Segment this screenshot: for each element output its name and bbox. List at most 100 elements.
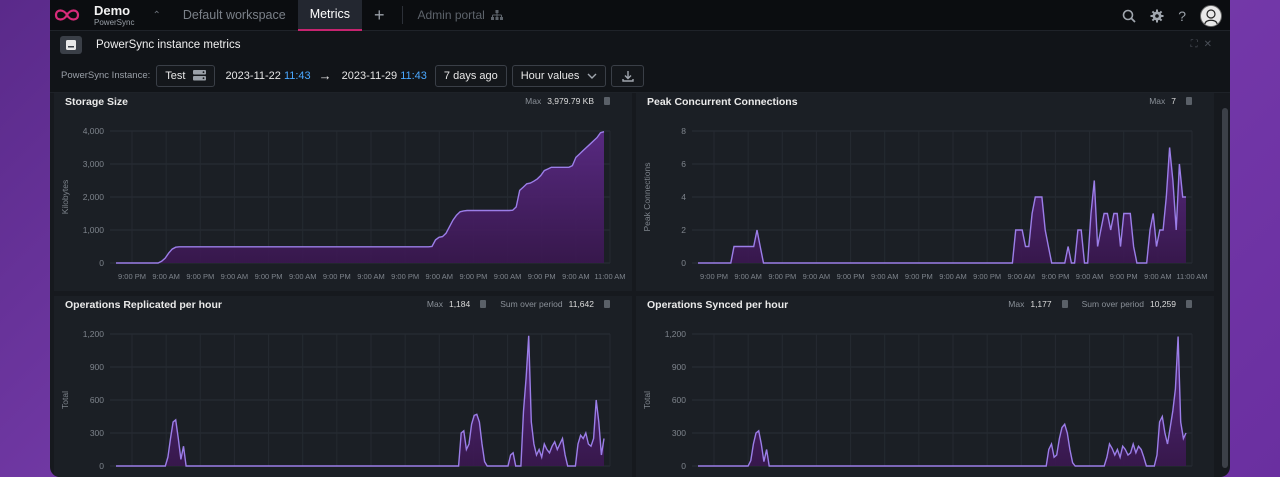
admin-portal-label: Admin portal — [417, 8, 485, 22]
x-tick-label: 9:00 AM — [871, 475, 899, 477]
copy-icon[interactable] — [480, 300, 487, 308]
chart-title: Operations Synced per hour — [647, 299, 789, 311]
x-tick-label: 9:00 PM — [1110, 475, 1138, 477]
copy-icon[interactable] — [604, 300, 610, 308]
close-icon[interactable]: ✕ — [1203, 39, 1218, 50]
x-tick-label: 9:00 PM — [905, 272, 933, 281]
y-tick-label: 1,200 — [665, 329, 687, 339]
x-tick-label: 9:00 AM — [1144, 475, 1172, 477]
y-tick-label: 900 — [672, 362, 686, 372]
stat-label: Max — [525, 96, 542, 106]
x-tick-label: 9:00 AM — [803, 272, 831, 281]
stat-value: 1,184 — [448, 299, 471, 309]
y-tick-label: 2 — [681, 225, 686, 235]
avatar[interactable] — [1200, 4, 1222, 27]
x-tick-label: 9:00 PM — [837, 475, 865, 477]
x-tick-label: 9:00 PM — [391, 475, 419, 477]
x-tick-label: 9:00 PM — [700, 272, 728, 281]
help-icon[interactable]: ? — [1178, 7, 1186, 24]
y-tick-label: 900 — [90, 362, 104, 372]
stat-value: 7 — [1171, 96, 1176, 106]
peak-connections-card: Peak Concurrent Connections Max 7 8 6 4 2 0 9:00… — [636, 93, 1214, 291]
copy-icon[interactable] — [1186, 97, 1192, 105]
x-tick-label: 9:00 AM — [1076, 475, 1104, 477]
series-area — [116, 131, 604, 263]
org-subtitle: PowerSync — [94, 17, 135, 27]
x-tick-label: 9:00 AM — [289, 475, 317, 477]
x-tick-label: 9:00 PM — [323, 475, 351, 477]
x-tick-label: 9:00 PM — [973, 272, 1001, 281]
copy-icon[interactable] — [604, 97, 610, 105]
x-tick-label: 9:00 PM — [186, 475, 214, 477]
copy-icon[interactable] — [1186, 300, 1192, 308]
y-tick-label: 600 — [672, 395, 686, 405]
x-tick-label: 9:00 PM — [1041, 475, 1069, 477]
series-area — [116, 335, 604, 466]
series-area — [698, 147, 1186, 263]
hierarchy-icon — [490, 10, 503, 20]
x-tick-label: 9:00 AM — [426, 475, 454, 477]
operations-synced-card: Operations Synced per hour Max 1,177 Sum ov… — [636, 296, 1214, 477]
download-button[interactable] — [611, 64, 645, 87]
x-tick-label: 9:00 PM — [118, 475, 146, 477]
stat-label: Sum over period — [1081, 299, 1144, 309]
org-switcher[interactable]: Demo PowerSync — [94, 4, 134, 27]
admin-portal-link[interactable]: Admin portal — [409, 8, 510, 22]
granularity-select[interactable]: Hour values — [511, 64, 607, 87]
chart-stats: Max 1,184 Sum over period 11,642 — [427, 299, 618, 309]
stat-value: 1,177 — [1030, 299, 1052, 309]
panel-controls: ⛶✕ — [1191, 39, 1218, 50]
range-button[interactable]: 7 days ago — [434, 64, 507, 87]
stat-value: 3,979.79 KB — [547, 96, 594, 106]
x-tick-label: 9:00 AM — [357, 475, 385, 477]
stat-label: Max — [426, 299, 443, 309]
x-tick-label: 9:00 AM — [1144, 272, 1172, 281]
stat-label: Max — [1008, 299, 1025, 309]
panel-title: PowerSync instance metrics — [96, 39, 241, 51]
app-window: Demo PowerSync ⌃ Default workspace Metri… — [50, 0, 1230, 477]
chevron-updown-icon[interactable]: ⌃ — [152, 9, 161, 21]
start-datetime[interactable]: 2023-11-22 11:43 — [225, 70, 310, 82]
charts-grid: Storage Size Max 3,979.79 KB 4,000 3,000 2,00… — [54, 93, 1218, 477]
x-tick-label: 9:00 AM — [426, 272, 454, 281]
y-tick-label: 0 — [681, 461, 686, 471]
search-icon[interactable] — [1122, 9, 1136, 23]
tab-default-workspace[interactable]: Default workspace — [182, 8, 286, 22]
x-tick-label: 11:00 AM — [594, 475, 625, 477]
chart-stats: Max 3,979.79 KB — [525, 96, 618, 106]
x-tick-label: 9:00 AM — [939, 475, 967, 477]
x-tick-label: 9:00 AM — [562, 272, 590, 281]
instance-select[interactable]: Test — [156, 64, 216, 87]
x-tick-label: 9:00 PM — [459, 272, 487, 281]
copy-icon[interactable] — [1061, 300, 1068, 308]
x-tick-label: 9:00 PM — [323, 272, 351, 281]
chart-svg: 8 6 4 2 0 9:00 PM 9:00 AM 9:00 PM 9:00 AM 9:00 PM… — [642, 126, 1208, 281]
tab-metrics[interactable]: Metrics — [297, 0, 362, 31]
chart-title: Operations Replicated per hour — [65, 299, 222, 311]
x-tick-label: 9:00 AM — [221, 475, 249, 477]
gear-icon[interactable] — [1150, 9, 1164, 23]
end-datetime[interactable]: 2023-11-29 11:43 — [342, 70, 427, 82]
x-tick-label: 9:00 PM — [1041, 272, 1069, 281]
add-tab-button[interactable]: + — [373, 4, 385, 25]
x-tick-label: 9:00 AM — [494, 272, 522, 281]
panel-header: PowerSync instance metrics ⛶✕ — [50, 31, 1230, 59]
x-tick-label: 9:00 AM — [562, 475, 590, 477]
x-tick-label: 9:00 PM — [700, 475, 728, 477]
x-tick-label: 9:00 PM — [118, 272, 146, 281]
expand-icon[interactable]: ⛶ — [1190, 39, 1204, 50]
x-tick-label: 9:00 PM — [973, 475, 1001, 477]
top-navigation: Demo PowerSync ⌃ Default workspace Metri… — [50, 0, 1230, 31]
x-tick-label: 9:00 PM — [837, 272, 865, 281]
x-tick-label: 9:00 PM — [459, 475, 487, 477]
x-tick-label: 9:00 PM — [768, 272, 796, 281]
x-tick-label: 9:00 AM — [734, 475, 762, 477]
vertical-scrollbar[interactable] — [1222, 108, 1228, 468]
y-tick-label: 0 — [99, 258, 104, 268]
powersync-logo-icon[interactable] — [52, 0, 82, 31]
stat-label: Sum over period — [500, 299, 563, 309]
y-tick-label: 0 — [681, 258, 686, 268]
operations-replicated-card: Operations Replicated per hour Max 1,184 Su… — [54, 296, 632, 477]
y-tick-label: 8 — [681, 126, 686, 136]
stat-label: Max — [1149, 96, 1166, 106]
